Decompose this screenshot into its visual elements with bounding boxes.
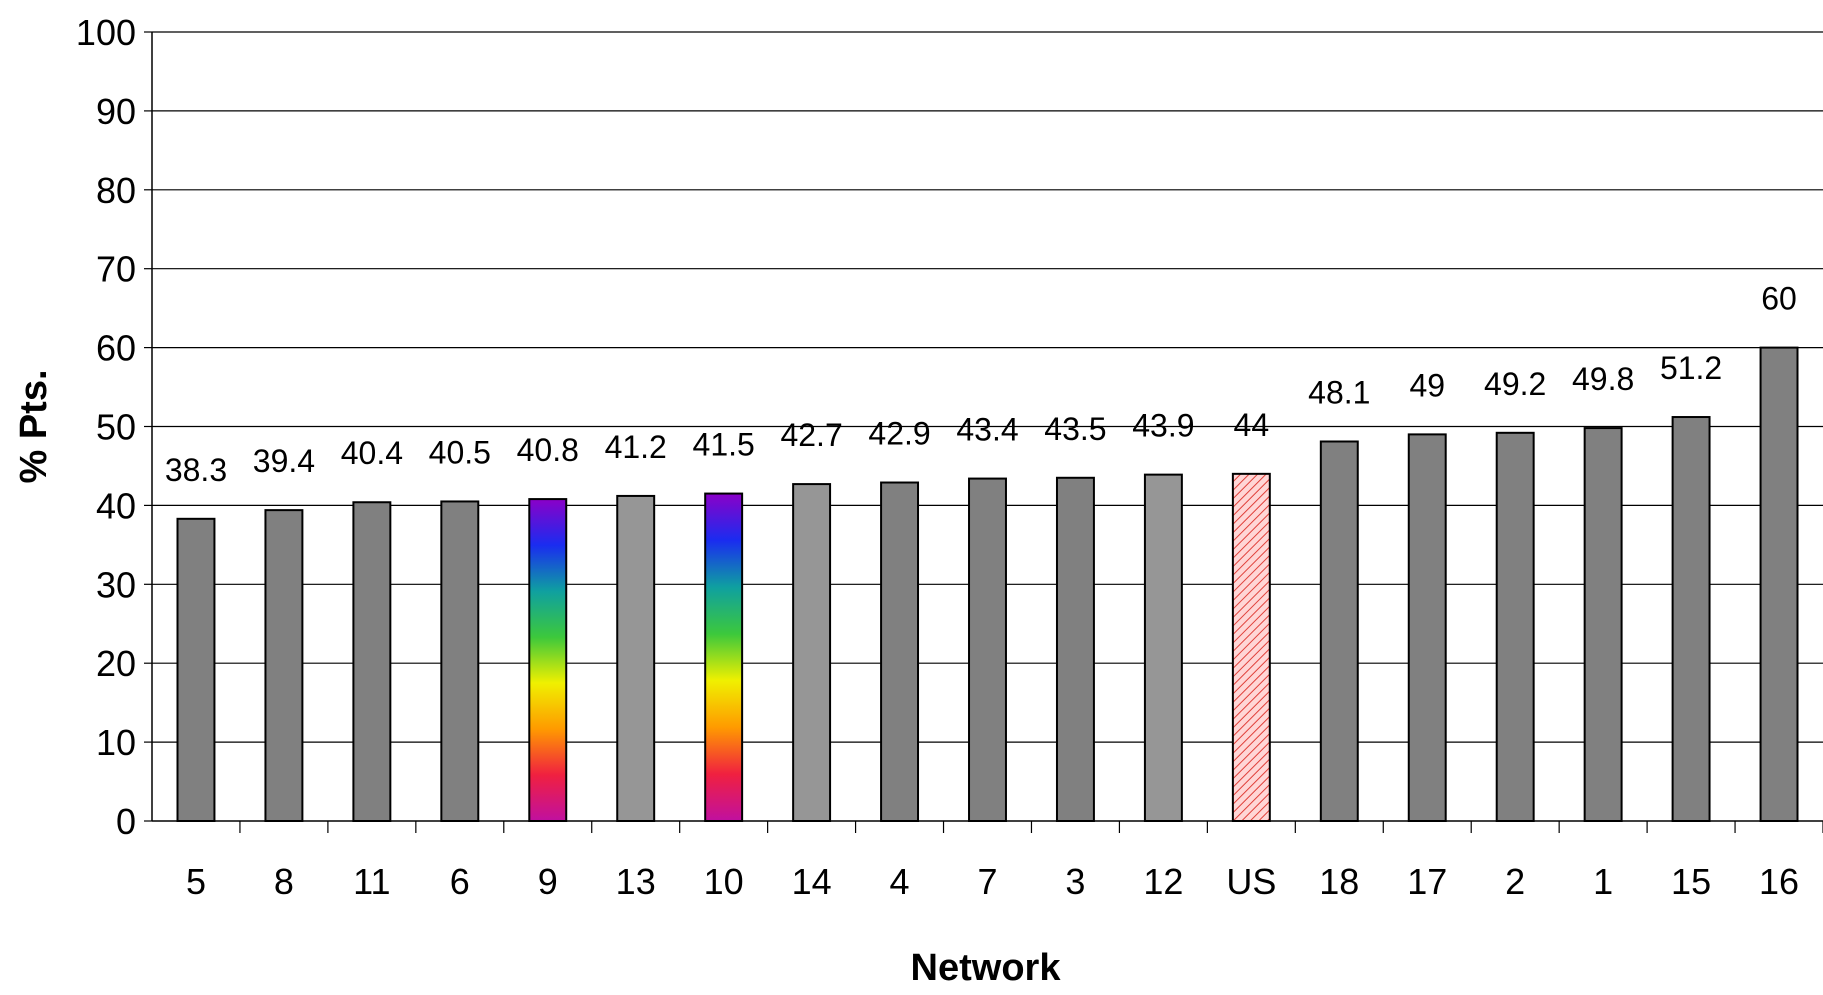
bar-4 — [880, 481, 920, 822]
bar-14 — [792, 483, 832, 822]
x-tick-label-13: 13 — [616, 861, 656, 902]
data-label-7: 43.4 — [956, 412, 1018, 448]
y-tick-label: 80 — [96, 170, 136, 211]
bar-6 — [440, 500, 480, 822]
y-tick-label: 100 — [76, 12, 136, 53]
x-tick-label-9: 9 — [538, 861, 558, 902]
bar-3 — [1055, 476, 1095, 822]
data-label-17: 49 — [1409, 367, 1445, 403]
data-label-5: 38.3 — [165, 452, 227, 488]
bar-18 — [1319, 440, 1359, 822]
y-tick-label: 40 — [96, 485, 136, 526]
data-label-4: 42.9 — [868, 416, 930, 452]
data-label-6: 40.5 — [429, 434, 491, 470]
data-label-15: 51.2 — [1660, 350, 1722, 386]
bar-12 — [1143, 473, 1183, 822]
y-tick-label: 70 — [96, 249, 136, 290]
x-tick-label-5: 5 — [186, 861, 206, 902]
data-label-13: 41.2 — [605, 429, 667, 465]
data-label-3: 43.5 — [1044, 411, 1106, 447]
bar-US — [1231, 472, 1271, 822]
bar-5 — [176, 517, 216, 822]
bar-16 — [1759, 346, 1799, 822]
data-label-16: 60 — [1761, 281, 1797, 317]
x-tick-label-2: 2 — [1505, 861, 1525, 902]
x-tick-label-18: 18 — [1319, 861, 1359, 902]
data-label-1: 49.8 — [1572, 361, 1634, 397]
data-label-18: 48.1 — [1308, 374, 1370, 410]
x-tick-label-6: 6 — [450, 861, 470, 902]
x-tick-label-8: 8 — [274, 861, 294, 902]
x-tick-label-1: 1 — [1593, 861, 1613, 902]
bar-17 — [1407, 433, 1447, 822]
x-tick-label-14: 14 — [792, 861, 832, 902]
data-label-8: 39.4 — [253, 443, 315, 479]
bar-2 — [1495, 431, 1535, 822]
y-axis-title: % Pts. — [13, 369, 55, 483]
x-tick-label-4: 4 — [890, 861, 910, 902]
data-label-10: 41.5 — [693, 427, 755, 463]
x-axis-title: Network — [911, 947, 1062, 989]
data-label-14: 42.7 — [780, 417, 842, 453]
x-tick-label-16: 16 — [1759, 861, 1799, 902]
x-tick-label-US: US — [1226, 861, 1276, 902]
y-tick-label: 90 — [96, 91, 136, 132]
y-tick-label: 30 — [96, 564, 136, 605]
bar-7 — [968, 477, 1007, 822]
x-tick-label-11: 11 — [353, 861, 390, 902]
data-label-2: 49.2 — [1484, 366, 1546, 402]
bar-11 — [352, 501, 392, 822]
bar-13 — [616, 494, 656, 822]
data-label-12: 43.9 — [1132, 408, 1194, 444]
x-tick-label-12: 12 — [1143, 861, 1183, 902]
x-tick-label-17: 17 — [1407, 861, 1447, 902]
x-tick-label-10: 10 — [704, 861, 744, 902]
y-tick-label: 50 — [96, 407, 136, 448]
bar-1 — [1583, 427, 1623, 822]
bar-15 — [1671, 416, 1711, 822]
x-tick-label-3: 3 — [1065, 861, 1085, 902]
bar-9 — [528, 498, 568, 822]
data-label-11: 40.4 — [341, 435, 403, 471]
data-label-US: 44 — [1234, 407, 1270, 443]
y-tick-label: 20 — [96, 643, 136, 684]
y-tick-label: 0 — [116, 801, 136, 842]
bar-8 — [264, 509, 304, 822]
x-tick-label-7: 7 — [977, 861, 997, 902]
data-label-9: 40.8 — [517, 432, 579, 468]
y-tick-label: 60 — [96, 328, 136, 369]
bar-10 — [704, 492, 744, 822]
y-tick-label: 10 — [96, 722, 136, 763]
x-tick-label-15: 15 — [1671, 861, 1711, 902]
